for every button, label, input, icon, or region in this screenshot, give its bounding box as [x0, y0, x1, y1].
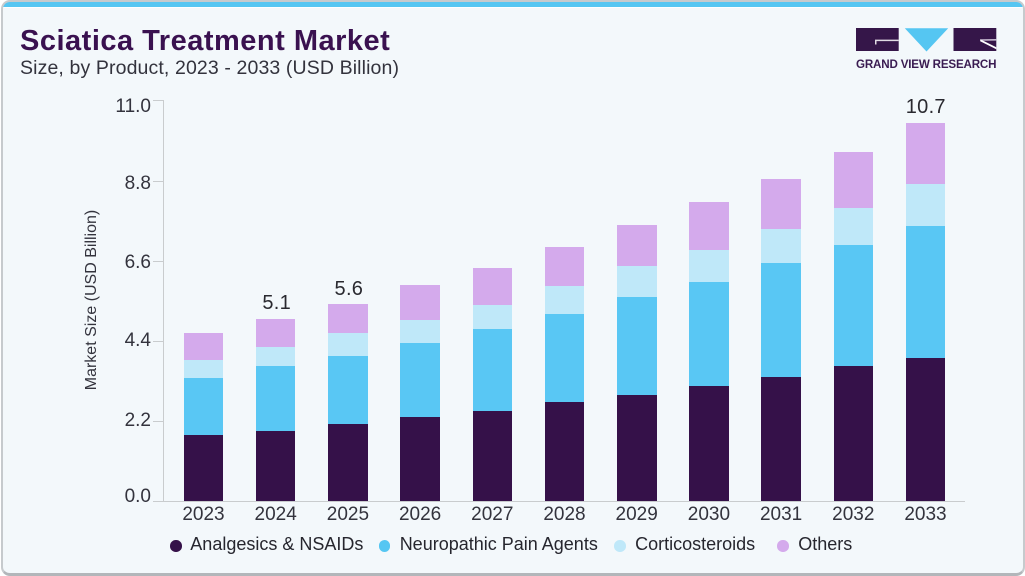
svg-text:GRAND VIEW RESEARCH: GRAND VIEW RESEARCH	[856, 58, 997, 71]
